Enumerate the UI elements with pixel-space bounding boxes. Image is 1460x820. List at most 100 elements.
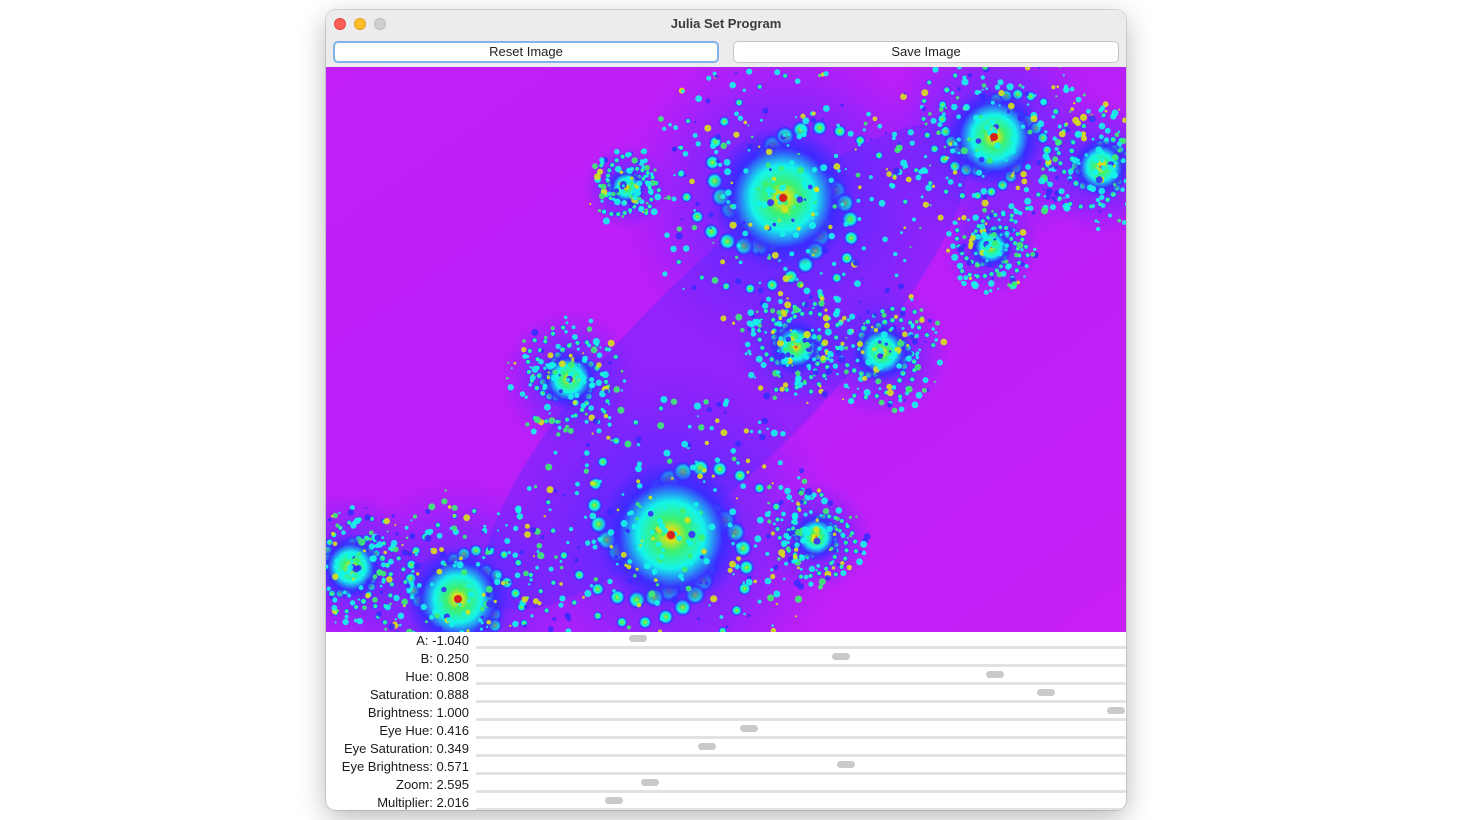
fractal-speck [732,573,735,576]
fractal-speck [729,560,736,568]
fractal-speck [1073,101,1076,105]
fractal-speck [553,488,558,493]
fractal-speck [849,313,856,320]
fractal-speck [875,378,882,385]
fractal-speck [1065,122,1068,126]
fractal-bud [920,115,927,122]
slider-thumb[interactable] [1107,707,1126,714]
slider-track[interactable] [476,754,1126,757]
fractal-bud [359,597,368,605]
fractal-speck [863,533,871,540]
fractal-speck [838,345,845,351]
fractal-speck [752,318,758,325]
fractal-speck [1099,194,1105,200]
slider-track[interactable] [476,664,1126,667]
julia-set-canvas[interactable] [326,67,1126,632]
slider-thumb[interactable] [604,797,623,804]
fractal-bud [831,553,838,560]
slider-track[interactable] [476,790,1126,793]
fractal-speck [1021,178,1028,185]
fractal-speck [1094,219,1098,223]
fractal-speck [757,385,764,391]
fractal-speck [614,148,620,155]
fractal-speck [362,605,367,611]
fractal-speck [972,214,979,221]
fractal-speck [1104,109,1108,113]
fractal-speck [876,363,884,371]
fractal-speck [984,222,988,225]
fractal-speck [1041,167,1045,171]
fractal-speck [900,93,907,100]
slider-thumb[interactable] [986,671,1005,678]
fractal-speck [840,532,846,538]
fractal-speck [350,522,357,529]
fractal-speck [341,530,346,535]
fractal-speck [816,564,821,568]
fractal-speck [845,522,849,526]
fractal-speck [877,123,883,129]
fractal-speck [350,572,355,578]
fractal-speck [878,399,885,406]
slider-track[interactable] [476,682,1126,685]
fractal-speck [586,442,591,447]
fractal-speck [786,494,793,500]
fractal-speck [486,600,494,608]
zoom-window-button[interactable] [374,18,386,30]
fractal-bud [852,548,859,555]
fractal-speck [631,151,634,154]
fractal-speck [855,515,858,518]
fractal-bud [966,271,973,278]
slider-track[interactable] [476,646,1126,649]
fractal-speck [727,522,733,528]
fractal-speck [998,252,1003,257]
fractal-speck [898,283,905,290]
slider-thumb[interactable] [740,725,758,732]
fractal-speck [931,184,936,188]
fractal-speck [584,590,592,597]
slider-thumb[interactable] [836,761,855,768]
slider-track[interactable] [476,808,1126,810]
fractal-speck [565,377,570,383]
close-window-button[interactable] [334,18,346,30]
reset-image-button[interactable]: Reset Image [333,41,719,63]
fractal-speck [658,115,664,122]
fractal-speck [847,328,854,335]
slider-track[interactable] [476,718,1126,721]
fractal-speck [412,630,416,632]
fractal-speck [540,535,545,539]
fractal-bud [718,626,727,632]
slider-thumb[interactable] [832,653,851,660]
fractal-speck [905,176,912,183]
fractal-speck [898,406,905,413]
fractal-speck [685,539,691,544]
fractal-speck [568,353,573,358]
fractal-speck [643,158,648,163]
minimize-window-button[interactable] [354,18,366,30]
fractal-speck [631,523,637,530]
slider-track[interactable] [476,736,1126,739]
fractal-speck [501,581,505,586]
fractal-speck [458,630,465,632]
fractal-speck [873,372,876,375]
fractal-speck [913,335,917,338]
slider-thumb[interactable] [697,743,716,750]
fractal-speck [984,124,991,131]
fractal-speck [349,505,355,511]
fractal-speck [877,347,884,354]
fractal-speck [625,528,630,534]
fractal-speck [736,543,742,549]
fractal-speck [805,488,813,496]
slider-thumb[interactable] [1037,689,1056,696]
fractal-speck [735,440,742,447]
save-image-button[interactable]: Save Image [733,41,1119,63]
fractal-speck [756,516,764,524]
slider-thumb[interactable] [641,779,660,786]
fractal-speck [1069,176,1072,179]
fractal-speck [866,341,869,344]
slider-track[interactable] [476,700,1126,703]
fractal-bud [816,570,823,577]
slider-thumb[interactable] [628,635,647,642]
fractal-speck [657,422,665,430]
fractal-speck [970,242,974,246]
slider-track[interactable] [476,772,1126,775]
